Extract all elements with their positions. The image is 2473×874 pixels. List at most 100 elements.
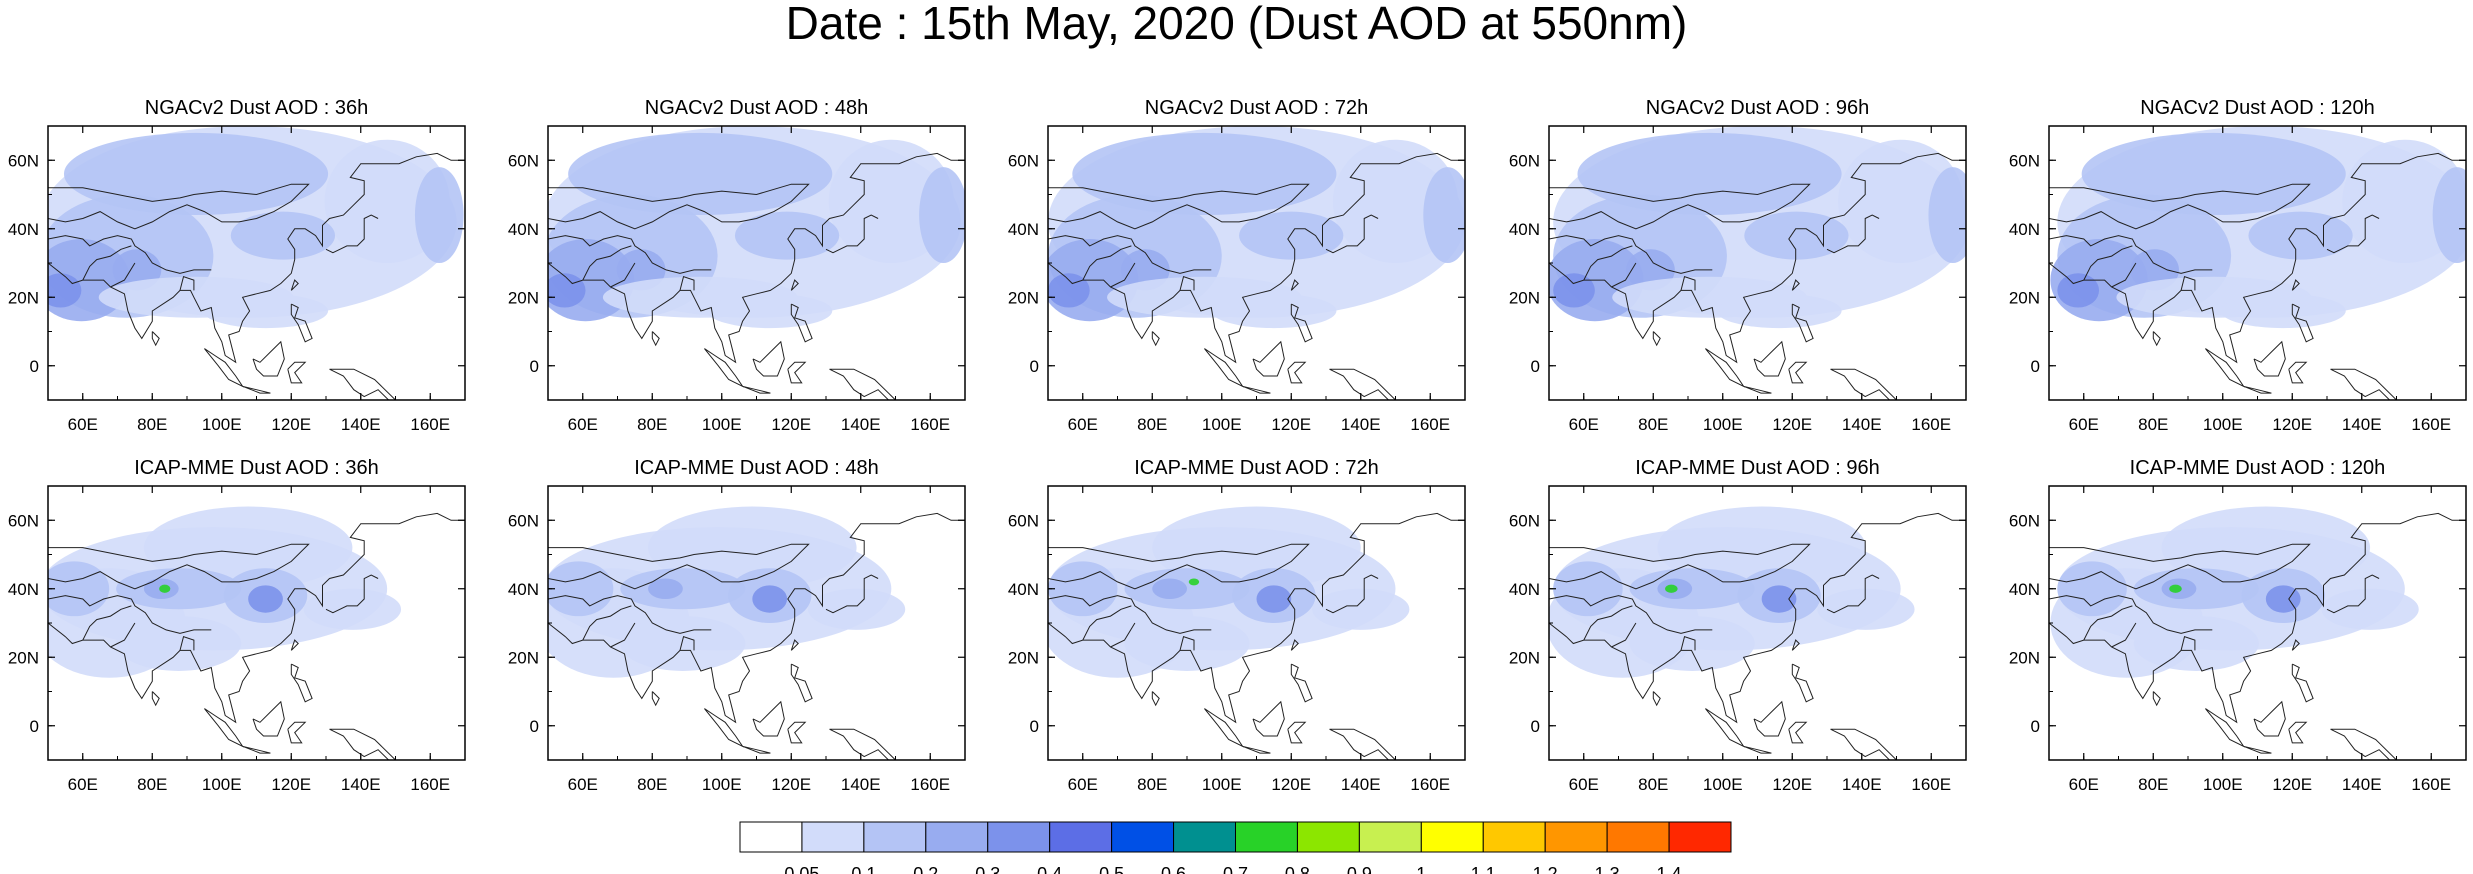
lon-tick-label: 80E [1638,775,1668,794]
lon-tick-label: 120E [271,415,311,434]
colorbar-tick-label: 0.05 [784,864,819,874]
lon-tick-label: 60E [1068,415,1098,434]
coastline-outline [1048,512,1465,760]
lon-tick-label: 60E [68,775,98,794]
dust-aod-shading [2049,486,2466,760]
lat-tick-label: 20N [8,648,39,667]
lat-tick-label: 60N [1509,511,1540,530]
lat-tick-label: 20N [8,288,39,307]
lon-tick-label: 160E [910,775,950,794]
lon-tick-label: 140E [341,775,381,794]
lat-tick-label: 0 [30,357,39,376]
lat-tick-label: 40N [2009,580,2040,599]
lat-tick-label: 0 [530,717,539,736]
lat-tick-label: 20N [2009,648,2040,667]
colorbar-swatch [925,821,989,853]
lat-tick-label: 0 [2031,717,2040,736]
colorbar-tick-label: 0.7 [1223,864,1248,874]
colorbar-tick-label: 1.3 [1595,864,1620,874]
coastline-outline [1549,152,1966,400]
lon-tick-label: 120E [771,415,811,434]
lon-tick-label: 100E [202,775,242,794]
panel-title: ICAP-MME Dust AOD : 36h [134,457,379,479]
map-panel: ICAP-MME Dust AOD : 120h 60N 40N 20N 0 60E 80E… [2009,457,2467,794]
lat-tick-label: 40N [1008,580,1039,599]
lon-tick-label: 100E [702,775,742,794]
lon-tick-label: 140E [1341,415,1381,434]
lon-tick-label: 60E [1068,775,1098,794]
lon-tick-label: 60E [2069,415,2099,434]
colorbar-tick-label: 1.4 [1657,864,1682,874]
lon-tick-label: 60E [1569,775,1599,794]
panel-title: NGACv2 Dust AOD : 120h [2140,97,2375,119]
colorbar-swatch [1235,821,1298,853]
lat-tick-label: 60N [2009,151,2040,170]
lon-tick-label: 80E [1137,775,1167,794]
map-panel: NGACv2 Dust AOD : 120h 60N 40N 20N 0 60E 80E 10… [2009,97,2467,434]
lat-tick-label: 20N [1008,648,1039,667]
lon-tick-label: 120E [1271,775,1311,794]
map-panel: NGACv2 Dust AOD : 72h 60N 40N 20N 0 60E 80E 100… [1008,97,1466,434]
lat-tick-label: 40N [1509,220,1540,239]
colorbar-tick-label: 0.4 [1037,864,1062,874]
colorbar-tick-label: 0.2 [913,864,938,874]
lon-tick-label: 100E [2203,775,2243,794]
lon-tick-label: 160E [1410,775,1450,794]
lat-tick-label: 60N [2009,511,2040,530]
coastline-outline [548,512,965,760]
lon-tick-label: 80E [137,415,167,434]
lon-tick-label: 160E [1410,415,1450,434]
coastline-outline [2049,152,2466,400]
map-panel: ICAP-MME Dust AOD : 72h 60N 40N 20N 0 60E 80E 1… [1008,457,1466,794]
coastline-outline [48,512,465,760]
lat-tick-label: 20N [508,648,539,667]
panel-title: NGACv2 Dust AOD : 48h [645,97,868,119]
lon-tick-label: 80E [137,775,167,794]
lat-tick-label: 0 [1531,717,1540,736]
lon-tick-label: 140E [841,415,881,434]
lat-tick-label: 0 [2031,357,2040,376]
lat-tick-label: 40N [1008,220,1039,239]
lon-tick-label: 80E [2138,415,2168,434]
lon-tick-label: 100E [2203,415,2243,434]
lat-tick-label: 40N [1509,580,1540,599]
lat-tick-label: 60N [1008,511,1039,530]
colorbar-swatch [1606,821,1670,853]
lon-tick-label: 100E [702,415,742,434]
lon-tick-label: 120E [2272,775,2312,794]
lon-tick-label: 100E [1703,415,1743,434]
lon-tick-label: 160E [410,415,450,434]
panel-title: NGACv2 Dust AOD : 36h [145,97,368,119]
map-panel: ICAP-MME Dust AOD : 48h 60N 40N 20N 0 60E 80E 1… [508,457,966,794]
lon-tick-label: 80E [1638,415,1668,434]
lat-tick-label: 20N [2009,288,2040,307]
lat-tick-label: 20N [1509,648,1540,667]
colorbar-tick-label: 0.8 [1285,864,1310,874]
coastline-outline [2049,512,2466,760]
dust-aod-shading [1549,486,1966,760]
lon-tick-label: 60E [2069,775,2099,794]
lon-tick-label: 100E [1202,415,1242,434]
colorbar-swatch [1111,821,1175,853]
colorbar-swatch [1173,821,1236,853]
lon-tick-label: 60E [1569,415,1599,434]
colorbar-swatch [1296,821,1360,853]
lon-tick-label: 100E [1202,775,1242,794]
colorbar-swatch [1358,821,1422,853]
lat-tick-label: 60N [8,511,39,530]
lon-tick-label: 80E [1137,415,1167,434]
lat-tick-label: 0 [30,717,39,736]
map-panel: NGACv2 Dust AOD : 48h 60N 40N 20N 0 60E 80E 100… [508,97,966,434]
lat-tick-label: 20N [508,288,539,307]
colorbar-swatch [987,821,1051,853]
lon-tick-label: 60E [568,415,598,434]
lat-tick-label: 60N [1509,151,1540,170]
lon-tick-label: 160E [910,415,950,434]
lat-tick-label: 60N [508,151,539,170]
colorbar-swatch [1049,821,1113,853]
map-panel: NGACv2 Dust AOD : 36h 60N 40N 20N 0 60E 80E 100… [8,97,466,434]
lat-tick-label: 20N [1008,288,1039,307]
colorbar-swatch [739,821,803,853]
